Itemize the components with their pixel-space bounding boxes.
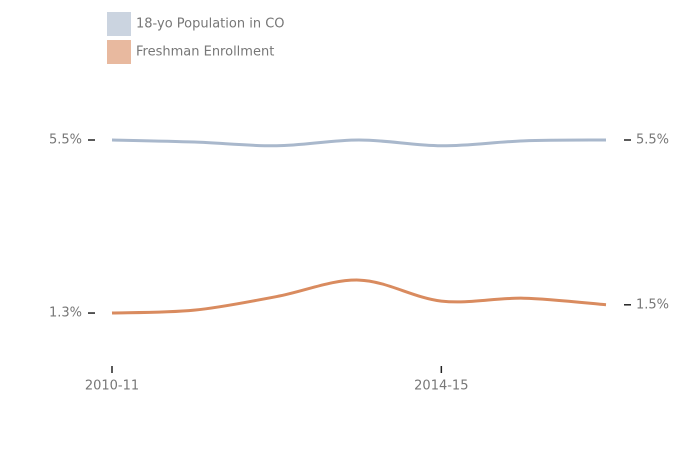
legend-label: 18-yo Population in CO [136,17,285,32]
y-tick-label: 1.3% [49,306,82,321]
y2-tick-label: 5.5% [636,133,669,148]
x-tick-label: 2010-11 [85,379,139,394]
legend-swatch [107,12,131,36]
line-series [111,278,607,315]
y2-tick-label: 1.5% [636,297,669,312]
x-tick-label: 2014-15 [414,379,468,394]
legend-swatch [107,40,131,64]
line-series [111,138,607,148]
legend-label: Freshman Enrollment [136,45,274,60]
y-tick-label: 5.5% [49,133,82,148]
